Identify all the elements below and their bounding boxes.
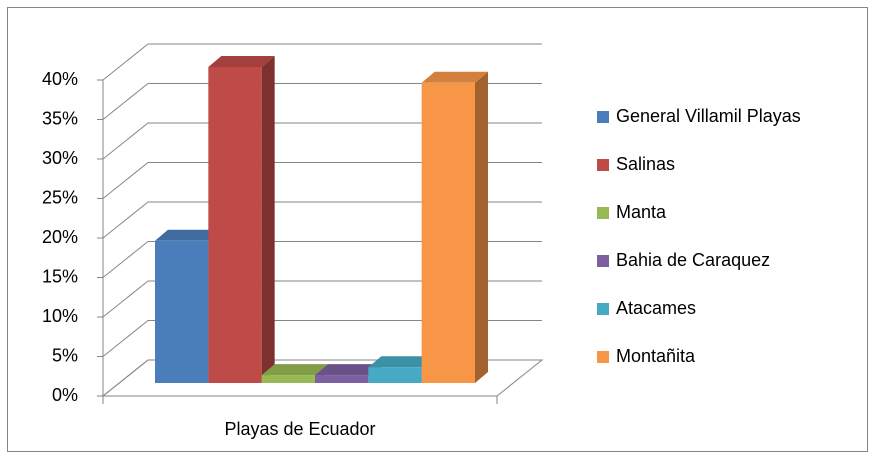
legend-swatch: [597, 207, 609, 219]
y-tick-label: 30%: [42, 148, 78, 168]
bar: [368, 367, 422, 383]
bar: [208, 67, 262, 383]
legend-label: Bahia de Caraquez: [616, 250, 770, 270]
legend-label: Salinas: [616, 154, 675, 174]
grid-line: [102, 320, 542, 357]
bar-top: [261, 364, 328, 376]
y-tick-label: 20%: [42, 227, 78, 247]
bar-top: [315, 364, 382, 376]
grid-line: [102, 43, 542, 81]
y-tick-label: 5%: [52, 345, 78, 365]
grid-line: [102, 122, 542, 160]
grid-line: [102, 201, 542, 239]
legend-label: Atacames: [616, 298, 696, 318]
grid-line: [102, 83, 542, 120]
grid-line: [102, 162, 542, 199]
x-tick-label: Playas de Ecuador: [224, 419, 375, 439]
legend-label: General Villamil Playas: [616, 106, 801, 126]
grid-line: [102, 241, 542, 278]
bar-side: [475, 71, 488, 384]
bar-top: [368, 356, 435, 368]
bar-top: [208, 56, 275, 67]
bar: [155, 240, 209, 383]
legend-swatch: [597, 111, 609, 123]
legend-swatch: [597, 255, 609, 267]
y-tick-label: 0%: [52, 385, 78, 405]
legend-label: Montañita: [616, 346, 696, 366]
bar: [421, 82, 475, 384]
legend-label: Manta: [616, 202, 667, 222]
legend-swatch: [597, 159, 609, 171]
y-tick-label: 15%: [42, 266, 78, 286]
y-tick-label: 25%: [42, 187, 78, 207]
y-tick-label: 40%: [42, 69, 78, 89]
bar: [261, 375, 315, 383]
bar-top: [155, 229, 222, 241]
y-tick-label: 10%: [42, 306, 78, 326]
legend-swatch: [597, 351, 609, 363]
grid-line: [102, 280, 542, 318]
bar-top: [421, 71, 488, 83]
legend-swatch: [597, 303, 609, 315]
bar-side: [261, 56, 275, 383]
bar: [315, 375, 369, 383]
y-tick-label: 35%: [42, 108, 78, 128]
